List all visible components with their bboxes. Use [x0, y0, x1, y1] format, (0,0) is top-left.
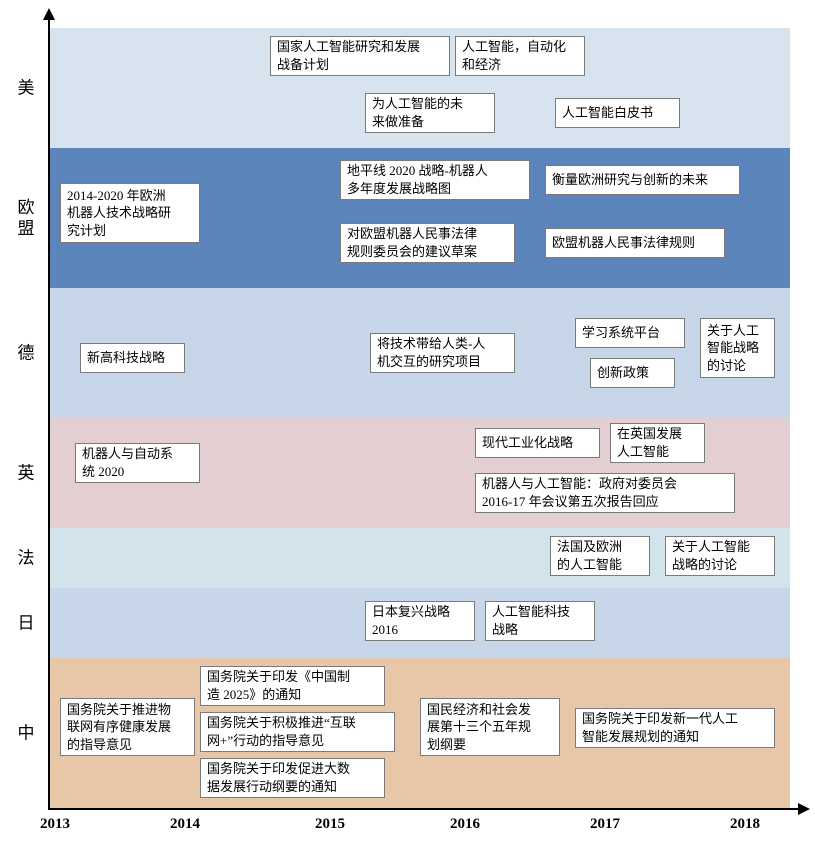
timeline-item: 人工智能白皮书: [555, 98, 680, 128]
timeline-item: 为人工智能的未 来做准备: [365, 93, 495, 133]
timeline-item: 国务院关于积极推进“互联 网+”行动的指导意见: [200, 712, 395, 752]
row-label-us: 美: [16, 77, 36, 98]
x-axis: [48, 808, 800, 810]
y-axis-arrow-icon: [43, 8, 55, 20]
x-tick: 2016: [450, 816, 480, 833]
plot-area: 国家人工智能研究和发展 战备计划人工智能，自动化 和经济为人工智能的未 来做准备…: [50, 28, 790, 808]
row-label-uk: 英: [16, 462, 36, 483]
row-label-de: 德: [16, 342, 36, 363]
timeline-item: 日本复兴战略 2016: [365, 601, 475, 641]
x-tick: 2013: [40, 816, 70, 833]
timeline-item: 现代工业化战略: [475, 428, 600, 458]
timeline-item: 国务院关于印发促进大数 据发展行动纲要的通知: [200, 758, 385, 798]
x-tick: 2015: [315, 816, 345, 833]
timeline-item: 国家人工智能研究和发展 战备计划: [270, 36, 450, 76]
timeline-item: 国务院关于印发《中国制 造 2025》的通知: [200, 666, 385, 706]
row-label-eu: 欧 盟: [16, 197, 36, 240]
timeline-item: 欧盟机器人民事法律规则: [545, 228, 725, 258]
timeline-item: 衡量欧洲研究与创新的未来: [545, 165, 740, 195]
timeline-item: 新高科技战略: [80, 343, 185, 373]
row-label-jp: 日: [16, 612, 36, 633]
timeline-item: 在英国发展 人工智能: [610, 423, 705, 463]
timeline-item: 人工智能科技 战略: [485, 601, 595, 641]
timeline-item: 国务院关于印发新一代人工 智能发展规划的通知: [575, 708, 775, 748]
row-label-cn: 中: [16, 722, 36, 743]
x-tick: 2018: [730, 816, 760, 833]
timeline-item: 创新政策: [590, 358, 675, 388]
timeline-item: 法国及欧洲 的人工智能: [550, 536, 650, 576]
row-label-fr: 法: [16, 547, 36, 568]
timeline-chart: 国家人工智能研究和发展 战备计划人工智能，自动化 和经济为人工智能的未 来做准备…: [10, 10, 805, 843]
x-tick: 2017: [590, 816, 620, 833]
timeline-item: 对欧盟机器人民事法律 规则委员会的建议草案: [340, 223, 515, 263]
timeline-item: 2014-2020 年欧洲 机器人技术战略研 究计划: [60, 183, 200, 243]
timeline-item: 将技术带给人类-人 机交互的研究项目: [370, 333, 515, 373]
x-axis-arrow-icon: [798, 803, 810, 815]
timeline-item: 关于人工智能 战略的讨论: [665, 536, 775, 576]
timeline-item: 地平线 2020 战略-机器人 多年度发展战略图: [340, 160, 530, 200]
timeline-item: 机器人与自动系 统 2020: [75, 443, 200, 483]
timeline-item: 机器人与人工智能：政府对委员会 2016-17 年会议第五次报告回应: [475, 473, 735, 513]
timeline-item: 关于人工 智能战略 的讨论: [700, 318, 775, 378]
timeline-item: 人工智能，自动化 和经济: [455, 36, 585, 76]
timeline-item: 国民经济和社会发 展第十三个五年规 划纲要: [420, 698, 560, 756]
timeline-item: 国务院关于推进物 联网有序健康发展 的指导意见: [60, 698, 195, 756]
x-tick: 2014: [170, 816, 200, 833]
timeline-item: 学习系统平台: [575, 318, 685, 348]
